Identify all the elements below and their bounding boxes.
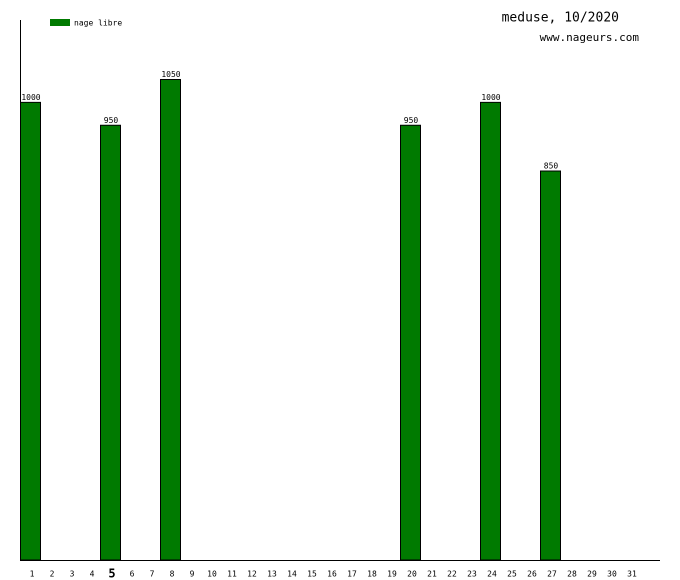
chart-subtitle: www.nageurs.com — [540, 31, 640, 44]
x-tick-label: 2 — [50, 570, 55, 579]
x-tick-label: 17 — [347, 570, 357, 579]
x-tick-label: 18 — [367, 570, 377, 579]
legend-label: nage libre — [74, 19, 122, 28]
x-tick-label: 31 — [627, 570, 637, 579]
x-tick-label: 16 — [327, 570, 337, 579]
x-tick-label: 3 — [70, 570, 75, 579]
x-tick-label: 8 — [170, 570, 175, 579]
x-tick-label: 29 — [587, 570, 597, 579]
value-label: 1050 — [161, 70, 180, 79]
bar — [160, 78, 181, 561]
bar — [480, 101, 501, 561]
x-tick-label: 10 — [207, 570, 217, 579]
x-tick-label: 11 — [227, 570, 237, 579]
value-label: 1000 — [481, 93, 500, 102]
x-tick-label: 12 — [247, 570, 257, 579]
bar — [540, 170, 561, 561]
x-tick-label: 14 — [287, 570, 297, 579]
x-tick-label: 24 — [487, 570, 497, 579]
x-tick-label: 7 — [150, 570, 155, 579]
x-tick-label: 5 — [108, 567, 115, 580]
x-tick-label: 26 — [527, 570, 537, 579]
bar — [400, 124, 421, 561]
x-tick-label: 4 — [90, 570, 95, 579]
x-tick-label: 22 — [447, 570, 457, 579]
chart-title: meduse, 10/2020 — [502, 11, 619, 26]
legend-swatch — [50, 19, 70, 26]
x-tick-label: 1 — [30, 570, 35, 579]
x-tick-label: 15 — [307, 570, 317, 579]
value-label: 950 — [404, 116, 419, 125]
x-tick-label: 20 — [407, 570, 417, 579]
x-tick-label: 28 — [567, 570, 577, 579]
x-tick-label: 23 — [467, 570, 477, 579]
x-tick-label: 25 — [507, 570, 517, 579]
x-tick-label: 30 — [607, 570, 617, 579]
x-tick-label: 27 — [547, 570, 557, 579]
bar — [20, 101, 41, 561]
value-label: 850 — [544, 162, 559, 171]
x-tick-label: 21 — [427, 570, 437, 579]
x-tick-label: 9 — [190, 570, 195, 579]
bar — [100, 124, 121, 561]
x-tick-label: 19 — [387, 570, 397, 579]
value-label: 950 — [104, 116, 119, 125]
x-tick-label: 6 — [130, 570, 135, 579]
x-tick-label: 13 — [267, 570, 277, 579]
value-label: 1000 — [21, 93, 40, 102]
